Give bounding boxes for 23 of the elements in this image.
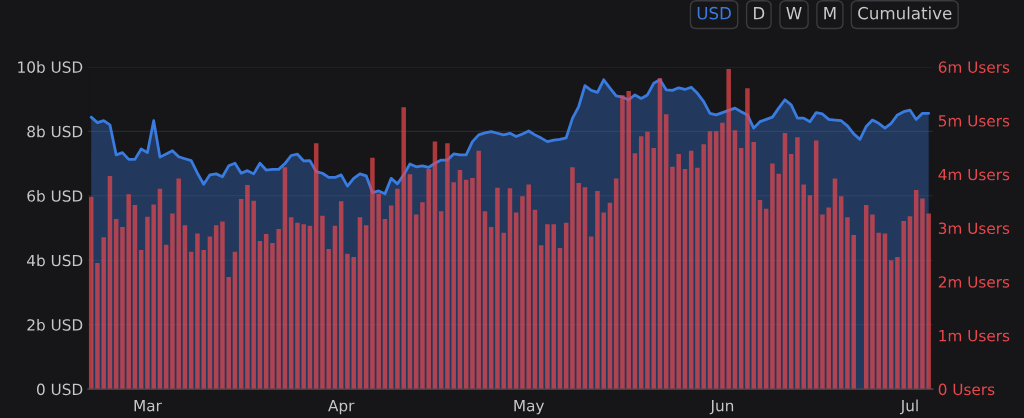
y2-tick-label: 3m Users <box>938 222 1010 235</box>
x-tick-label: Apr <box>328 400 355 415</box>
y2-tick-label: 1m Users <box>939 330 1010 342</box>
y-tick-label: 10b USD <box>18 61 83 73</box>
x-tick-label: May <box>514 400 545 415</box>
x-tick-label: Jul <box>899 399 918 415</box>
text: Cumulative <box>858 6 952 20</box>
y-tick-label: 8b USD <box>27 125 83 138</box>
y2-tick-label: 6m Users <box>938 61 1010 73</box>
text: M <box>824 7 836 20</box>
text: D <box>754 7 765 20</box>
y-tick-label: 6b USD <box>27 189 83 202</box>
x-tick-label: Jun <box>709 400 734 415</box>
x-tick-label: Mar <box>134 400 162 412</box>
y2-tick-label: 4m Users <box>938 168 1010 181</box>
y2-tick-label: 5m Users <box>938 115 1010 127</box>
y-tick-label: 0 USD <box>36 383 83 396</box>
y2-tick-label: 2m Users <box>938 276 1010 288</box>
y-tick-label: 4b USD <box>27 254 83 267</box>
text: USD <box>697 6 731 20</box>
y-tick-label: 2b USD <box>27 318 83 331</box>
text: W <box>786 7 802 20</box>
y2-tick-label: 0 Users <box>938 383 995 396</box>
